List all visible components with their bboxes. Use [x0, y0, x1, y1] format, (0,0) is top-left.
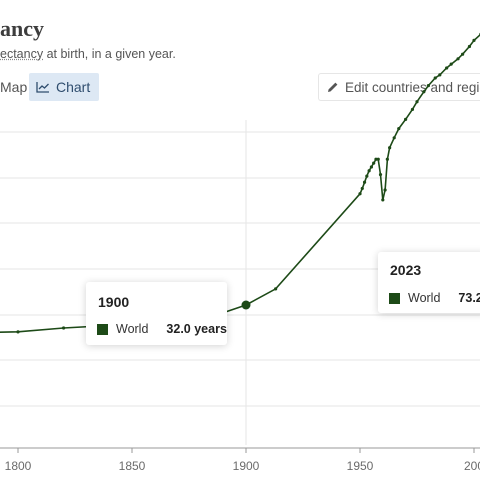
tooltip-1900-value: 32.0 years	[166, 322, 227, 336]
pencil-icon	[328, 82, 338, 92]
data-point	[449, 62, 453, 66]
page-subtitle: ectancy at birth, in a given year.	[0, 47, 176, 61]
x-tick-label: 1950	[347, 459, 374, 473]
series-swatch	[389, 292, 400, 304]
data-point	[397, 126, 401, 131]
tooltip-1900-year: 1900	[98, 294, 130, 310]
tooltip-2023-series: World	[408, 291, 441, 305]
data-point	[438, 73, 442, 77]
tooltip-1900-row: World 32.0 years	[97, 322, 227, 336]
tooltip-1900-series: World	[116, 322, 149, 336]
data-point	[274, 287, 278, 291]
data-point	[467, 44, 472, 49]
tooltip-2023-row: World 73.2 y	[389, 291, 480, 305]
tooltip-2023-value: 73.2 y	[458, 291, 480, 305]
x-tick-label: 1800	[5, 459, 32, 473]
x-tick-label: 1850	[119, 459, 146, 473]
chart-grid	[0, 120, 480, 445]
highlighted-point	[241, 300, 251, 310]
data-point	[16, 330, 20, 334]
tooltip-1900: 1900 World 32.0 years	[86, 282, 227, 345]
data-point	[422, 90, 426, 94]
data-point	[433, 76, 437, 80]
series-swatch	[97, 323, 108, 335]
data-point	[388, 146, 392, 150]
data-point	[365, 174, 369, 178]
data-point	[358, 192, 362, 196]
data-point	[385, 157, 389, 161]
data-point	[415, 100, 419, 104]
data-point	[445, 66, 449, 70]
data-point	[360, 186, 364, 191]
data-point	[381, 198, 385, 202]
data-point	[383, 188, 387, 192]
data-point	[404, 117, 408, 121]
data-point	[372, 161, 376, 165]
data-point	[374, 157, 378, 161]
edit-countries-button[interactable]: Edit countries and regio	[318, 73, 480, 101]
life-expectancy-link[interactable]: ectancy	[0, 47, 44, 61]
tab-chart[interactable]: Chart	[29, 73, 100, 101]
tab-map-label: Map	[0, 79, 28, 95]
edit-countries-label: Edit countries and regio	[345, 79, 480, 95]
data-point	[456, 57, 460, 61]
x-tick-label: 1900	[233, 459, 260, 473]
tooltip-2023: 2023 World 73.2 y	[378, 252, 480, 313]
data-point	[426, 84, 430, 88]
tooltip-2023-year: 2023	[390, 262, 422, 278]
data-point	[410, 107, 415, 112]
data-point	[362, 180, 367, 184]
tab-chart-label: Chart	[56, 79, 91, 95]
data-point	[367, 169, 371, 173]
x-tick-label: 200	[464, 459, 480, 473]
data-point	[472, 38, 476, 42]
tab-map[interactable]: Map	[0, 73, 27, 101]
series-line-world	[0, 33, 480, 334]
data-point	[378, 173, 383, 177]
x-axis: 1800 1850 1900 1950 200	[0, 447, 480, 473]
data-point	[461, 52, 465, 56]
line-chart-icon	[36, 82, 49, 93]
data-point	[376, 157, 380, 161]
data-point	[62, 326, 66, 330]
subtitle-text: at birth, in a given year.	[43, 47, 176, 61]
data-point	[369, 165, 373, 169]
data-point	[392, 136, 396, 140]
page-title: ancy	[0, 16, 44, 41]
